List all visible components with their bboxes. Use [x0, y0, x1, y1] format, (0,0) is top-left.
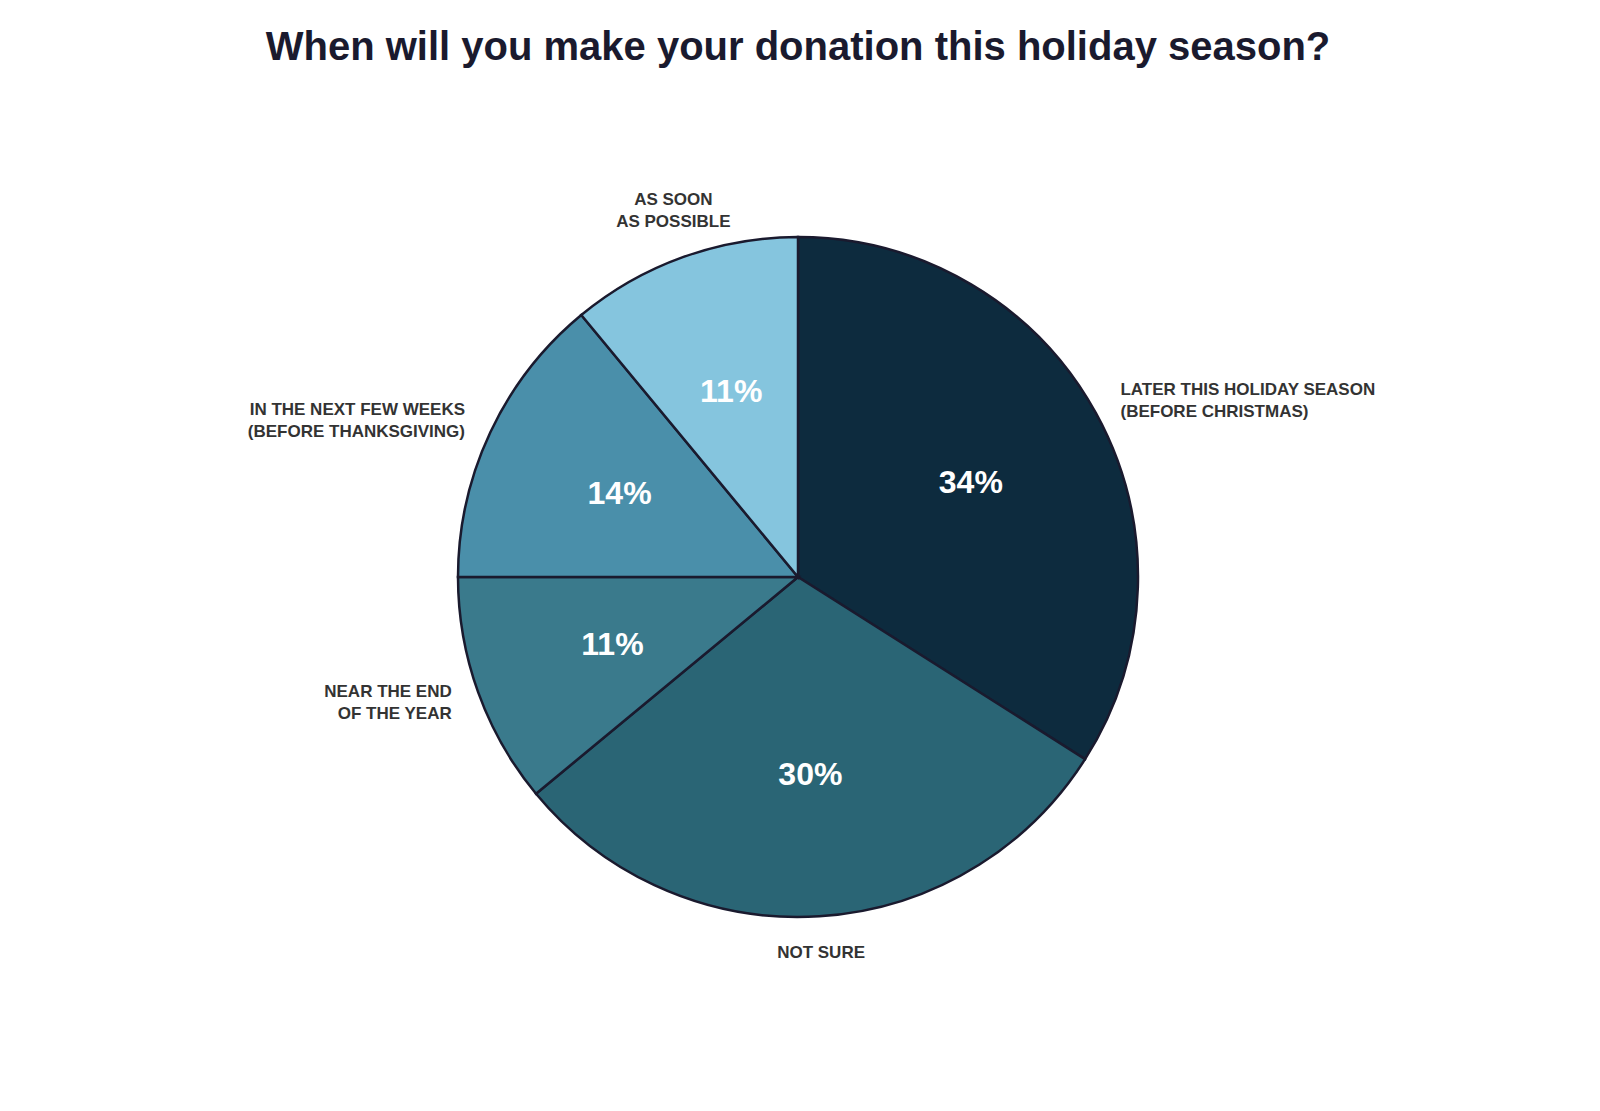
svg-text:NEAR THE ENDOF THE YEAR: NEAR THE ENDOF THE YEAR	[324, 682, 452, 723]
svg-text:IN THE NEXT FEW WEEKS(BEFORE T: IN THE NEXT FEW WEEKS(BEFORE THANKSGIVIN…	[248, 400, 465, 441]
svg-text:30%: 30%	[778, 756, 842, 792]
svg-text:14%: 14%	[588, 475, 652, 511]
svg-text:11%: 11%	[700, 373, 762, 409]
svg-text:NOT SURE: NOT SURE	[777, 943, 865, 962]
svg-text:LATER THIS HOLIDAY SEASON(BEFO: LATER THIS HOLIDAY SEASON(BEFORE CHRISTM…	[1120, 380, 1375, 421]
svg-text:11%: 11%	[581, 626, 643, 662]
svg-text:34%: 34%	[939, 464, 1003, 500]
svg-text:AS SOONAS POSSIBLE: AS SOONAS POSSIBLE	[616, 190, 730, 231]
html-text:When will you make your donati: When will you make your donation this ho…	[265, 24, 1331, 68]
